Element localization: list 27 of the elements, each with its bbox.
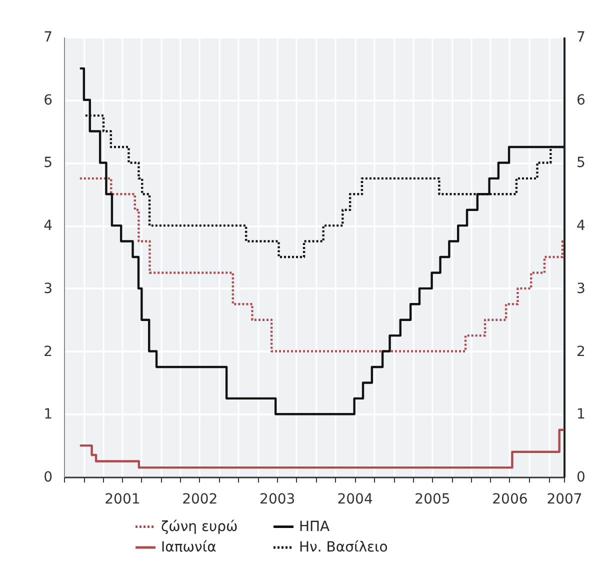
y-tick-label: 2 [44,344,52,360]
y-tick-label: 1 [44,406,52,423]
legend-label: ζώνη ευρώ [161,518,238,535]
y-tick-label: 4 [44,218,53,234]
legend-label: ΗΠΑ [299,518,330,535]
y2-tick-label: 2 [576,344,586,360]
y2-tick-label: 7 [576,30,586,46]
x-tick-label: 2004 [337,492,373,508]
x-tick-label: 2005 [414,492,450,508]
y2-tick-label: 3 [576,280,586,297]
x-tick-label: 2003 [260,492,296,508]
x-tick-label: 2002 [182,492,218,508]
y-tick-label: 6 [44,92,53,108]
y-tick-label: 5 [44,155,52,172]
y-tick-label: 3 [44,280,52,297]
y-tick-label: 7 [44,30,52,46]
y2-tick-label: 6 [576,92,586,108]
x-tick-label: 2007 [546,492,582,508]
legend-label: Ην. Βασίλειο [299,540,388,556]
y2-tick-label: 5 [576,155,586,172]
legend-label: Ιαπωνία [161,540,216,556]
y-tick-label: 0 [44,470,52,486]
y2-tick-label: 4 [576,218,586,234]
y2-tick-label: 0 [576,470,586,486]
x-tick-label: 2006 [492,492,528,508]
x-tick-label: 2001 [104,492,140,508]
y2-tick-label: 1 [576,406,586,423]
